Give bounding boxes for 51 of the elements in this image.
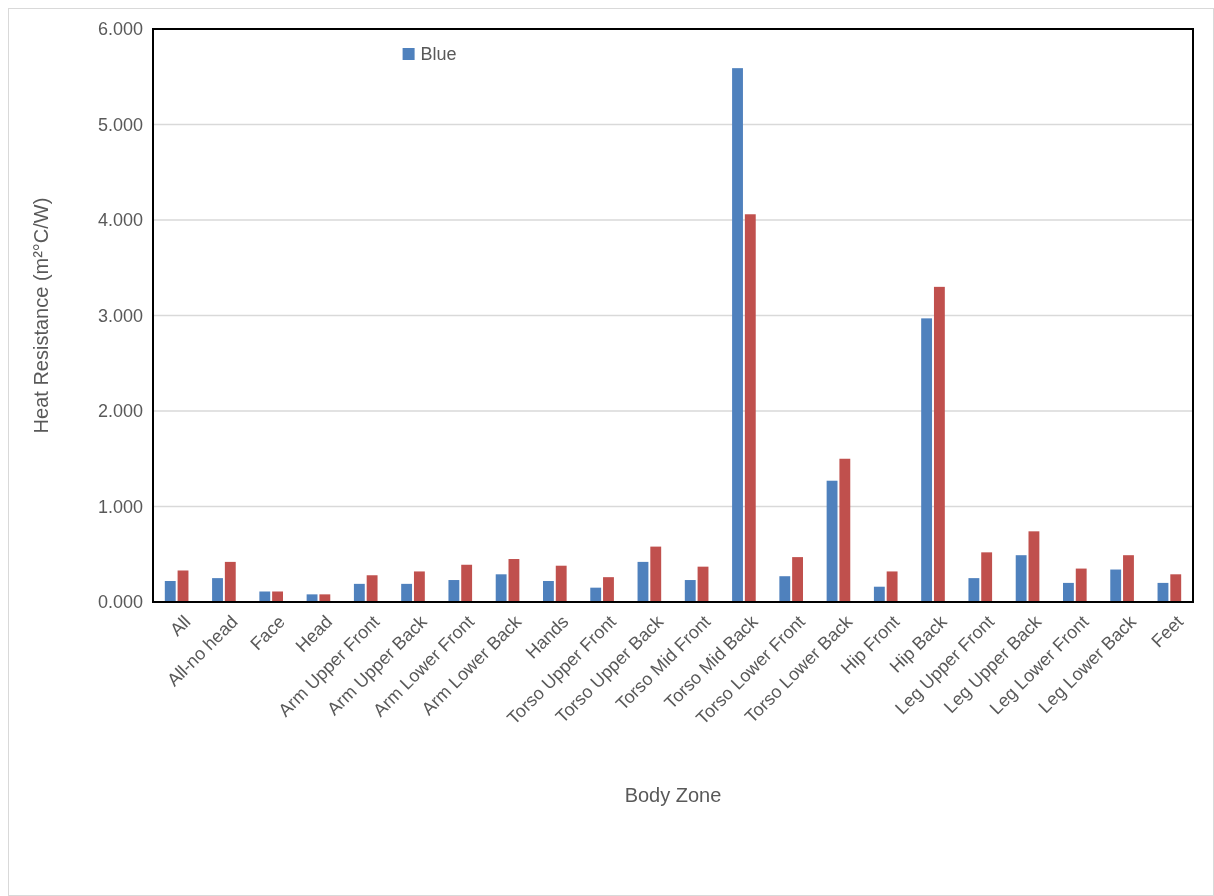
bar xyxy=(543,580,554,602)
bar xyxy=(224,561,236,602)
bar xyxy=(933,286,945,602)
bar xyxy=(839,458,851,602)
bar xyxy=(921,318,933,602)
bar xyxy=(1075,568,1087,602)
bar xyxy=(779,576,791,602)
bar xyxy=(1123,555,1134,602)
bar xyxy=(413,571,425,602)
legend-label: Blue xyxy=(420,44,457,65)
y-tick-label: 0.000 xyxy=(97,592,143,613)
bar xyxy=(1170,574,1182,602)
y-tick-label: 3.000 xyxy=(97,305,143,326)
bar xyxy=(684,580,696,602)
bar xyxy=(590,587,602,602)
bar xyxy=(603,577,614,602)
bar xyxy=(401,583,413,602)
bar xyxy=(826,480,838,602)
bar xyxy=(495,574,507,602)
bar xyxy=(555,565,567,602)
bar xyxy=(1028,531,1040,602)
bar xyxy=(1110,569,1122,602)
bar xyxy=(353,583,365,602)
bar xyxy=(873,586,885,602)
bar xyxy=(508,559,520,602)
bar xyxy=(886,571,898,602)
bar xyxy=(968,578,980,602)
bar xyxy=(448,580,460,602)
bar xyxy=(177,570,189,602)
y-axis-title: Heat Resistance (m²°C/W) xyxy=(30,197,52,434)
y-tick-label: 1.000 xyxy=(97,496,143,517)
bar xyxy=(319,594,331,602)
bar xyxy=(1015,555,1027,602)
bar xyxy=(650,546,662,602)
y-tick-label: 4.000 xyxy=(97,210,143,231)
bar xyxy=(732,68,743,602)
bar xyxy=(272,591,283,602)
bar xyxy=(366,575,378,602)
bar xyxy=(792,557,803,602)
y-tick-label: 2.000 xyxy=(97,401,143,422)
bar xyxy=(212,578,223,602)
bar xyxy=(259,591,271,602)
y-tick-label: 5.000 xyxy=(97,114,143,135)
bar xyxy=(981,552,993,602)
bar xyxy=(1063,582,1074,602)
y-tick-label: 6.000 xyxy=(97,19,143,40)
bar xyxy=(461,564,473,602)
x-tick-label: All xyxy=(166,611,195,640)
x-axis-title: Body Zone xyxy=(624,784,722,806)
bar xyxy=(164,580,176,602)
bar xyxy=(744,214,756,602)
